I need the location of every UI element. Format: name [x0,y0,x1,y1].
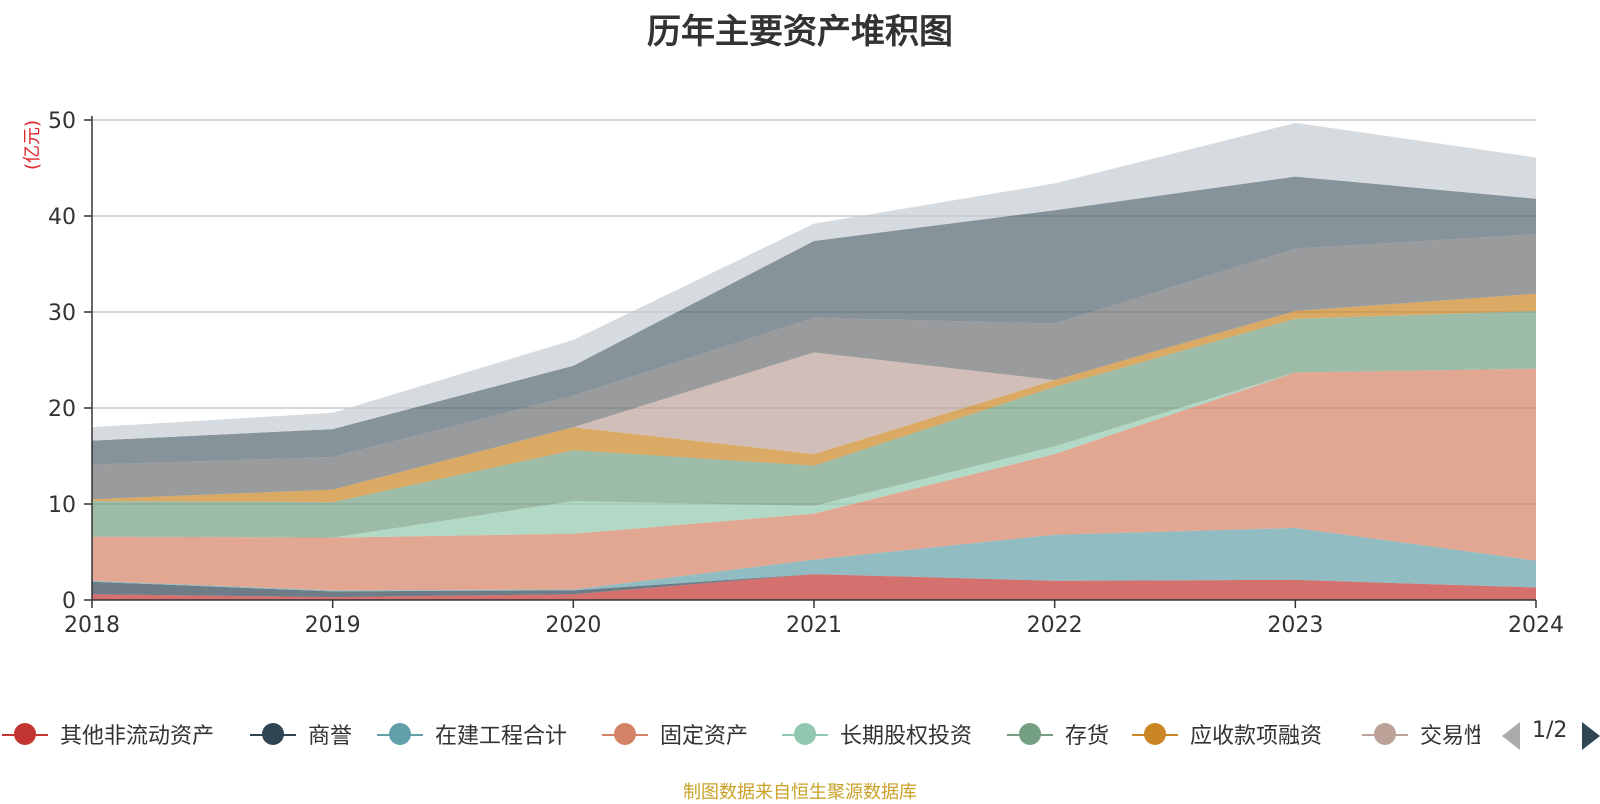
legend-label: 商誉 [308,724,353,749]
area-series-0 [92,574,1536,600]
legend-marker-icon [248,714,298,754]
legend-item[interactable]: 商誉 [248,714,352,754]
stacked-areas [92,122,1536,600]
area-series-4 [92,368,1536,538]
x-tick-label: 2022 [1027,613,1083,638]
y-axis-unit-label: (亿元) [22,120,43,170]
legend-marker-icon [1130,714,1180,754]
data-source-note: 制图数据来自恒生聚源数据库 [683,782,917,803]
y-tick-label: 10 [48,493,76,518]
y-tick-label: 40 [48,205,76,230]
legend-marker-icon [0,714,50,754]
y-tick-label: 20 [48,397,76,422]
area-series-9 [92,176,1536,465]
legend-item[interactable]: 存货 [1005,714,1109,754]
legend-page-indicator: 1/2 [1532,718,1568,743]
legend-prev-page-icon[interactable] [1502,722,1520,750]
x-tick-label: 2021 [786,613,842,638]
legend-item[interactable]: 长期股权投资 [780,714,972,754]
legend-marker-icon [1360,714,1410,754]
legend-marker-icon [600,714,650,754]
legend-item[interactable]: 固定资产 [600,714,748,754]
legend-label: 应收款项融资 [1190,724,1323,749]
legend-item[interactable]: 在建工程合计 [375,714,567,754]
area-series-8 [92,234,1536,500]
x-tick-label: 2019 [305,613,361,638]
area-series-3 [92,368,1536,591]
legend-label: 交易性金融资产 [1420,724,1480,749]
x-tick-label: 2020 [545,613,601,638]
legend-item[interactable]: 应收款项融资 [1130,714,1322,754]
area-series-1 [92,574,1536,598]
legend-item[interactable]: 其他非流动资产 [0,714,214,754]
legend-label: 在建工程合计 [435,724,568,749]
area-series-10 [92,122,1536,441]
x-tick-label: 2023 [1267,613,1323,638]
x-tick-label: 2024 [1508,613,1564,638]
axes: 0 10 20 30 40 50 2018 2019 2020 2021 2022 2023 2024 [48,109,1564,638]
area-series-5 [92,311,1536,538]
legend-pager: 1/2 [1502,714,1600,754]
legend-marker-icon [780,714,830,754]
legend-label: 其他非流动资产 [60,724,215,749]
legend-label: 存货 [1065,724,1110,749]
legend-marker-icon [1005,714,1055,754]
legend-item[interactable]: 交易性金融资产 [1360,714,1480,754]
legend-label: 固定资产 [660,724,749,749]
legend: 其他非流动资产 商誉 在建工程合计 固定资产 长期股权投资 存货 应收款项融资 交易性金融资产 [0,714,1600,754]
y-tick-label: 50 [48,109,76,134]
area-series-6 [92,293,1536,503]
x-tick-label: 2018 [64,613,120,638]
legend-next-page-icon[interactable] [1582,722,1600,750]
area-series-7 [92,293,1536,500]
y-tick-label: 30 [48,301,76,326]
chart-title: 历年主要资产堆积图 [647,12,953,52]
legend-label: 长期股权投资 [840,724,973,749]
y-tick-label: 0 [62,589,76,614]
legend-items-viewport: 其他非流动资产 商誉 在建工程合计 固定资产 长期股权投资 存货 应收款项融资 交易性金融资产 [0,714,1480,754]
legend-marker-icon [375,714,425,754]
